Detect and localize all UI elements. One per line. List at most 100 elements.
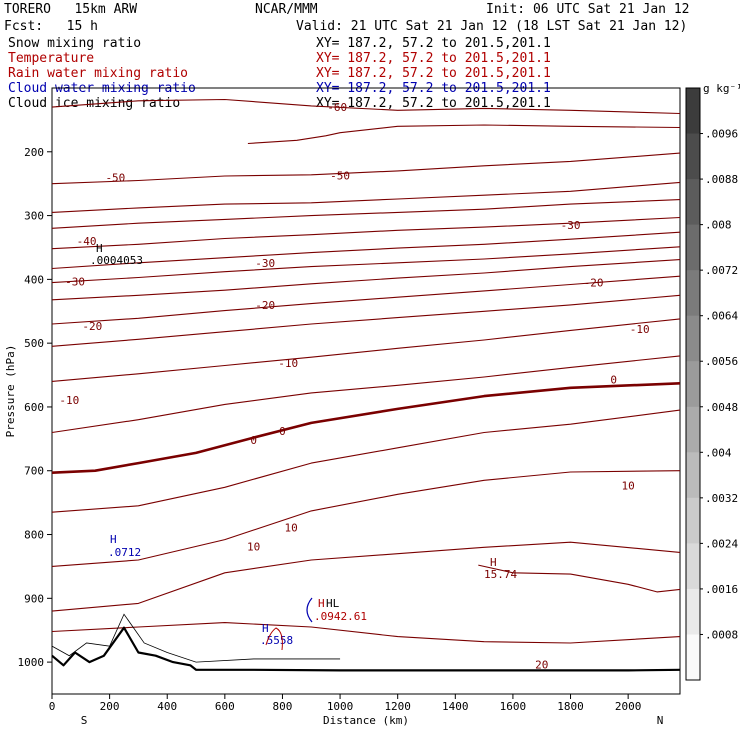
colorbar-label: .0048 — [705, 401, 738, 414]
contour-label: -50 — [330, 169, 350, 182]
colorbar-swatch — [686, 634, 700, 681]
y-tick-label: 1000 — [18, 656, 45, 669]
field-name: Snow mixing ratio — [8, 36, 142, 51]
temperature-contour — [51, 382, 681, 474]
temperature-contour — [51, 318, 681, 382]
temperature-contour — [51, 98, 681, 115]
temperature-contour — [478, 564, 681, 593]
temperature-contour — [51, 622, 681, 644]
contour-label: -50 — [105, 171, 125, 184]
contour-label: -20 — [82, 320, 102, 333]
colorbar-swatch — [686, 270, 700, 317]
x-tick-label: 200 — [100, 700, 120, 713]
temperature-contour — [51, 216, 681, 250]
temperature-contour — [51, 541, 681, 612]
y-tick-label: 600 — [24, 401, 44, 414]
x-tick-label: 400 — [157, 700, 177, 713]
colorbar-label: .0088 — [705, 173, 738, 186]
colorbar-units: g kg⁻¹ — [703, 82, 740, 95]
colorbar-label: .0064 — [705, 310, 738, 323]
y-tick-label: 900 — [24, 592, 44, 605]
forecast-hour: Fcst: 15 h — [4, 19, 98, 34]
north-label: N — [657, 714, 664, 727]
center-name: NCAR/MMM — [255, 2, 318, 17]
x-tick-label: 800 — [273, 700, 293, 713]
colorbar-label: .0032 — [705, 492, 738, 505]
contour-label: -10 — [630, 323, 650, 336]
temp-max-symbol: H — [490, 556, 497, 569]
x-tick-label: 0 — [49, 700, 56, 713]
contour-label: -20 — [584, 277, 604, 290]
colorbar-label: .0072 — [705, 264, 738, 277]
temp-max-value: 15.74 — [484, 568, 517, 581]
y-tick-label: 300 — [24, 210, 44, 223]
colorbar-swatch — [686, 588, 700, 635]
colorbar-swatch — [686, 361, 700, 408]
x-axis-label: Distance (km) — [323, 714, 409, 727]
colorbar-label: .0096 — [705, 128, 738, 141]
x-tick-label: 600 — [215, 700, 235, 713]
field-name: Rain water mixing ratio — [8, 66, 189, 81]
model-name: TORERO 15km ARW — [4, 2, 138, 17]
contour-label: 10 — [284, 522, 297, 535]
temperature-contour — [51, 259, 681, 301]
temperature-contour — [51, 152, 681, 185]
colorbar-swatch — [686, 224, 700, 271]
snow-max-value: .0004053 — [90, 254, 143, 267]
colorbar-label: .0056 — [705, 355, 738, 368]
y-tick-label: 400 — [24, 273, 44, 286]
cloud-water-max-symbol: H — [110, 533, 117, 546]
colorbar-frame — [685, 87, 701, 681]
contour-label: -30 — [561, 219, 581, 232]
colorbar-swatch — [686, 406, 700, 453]
field-xy-range: XY= 187.2, 57.2 to 201.5,201.1 — [316, 66, 551, 81]
contour-label: 0 — [279, 425, 286, 438]
init-time: Init: 06 UTC Sat 21 Jan 12 — [486, 2, 690, 17]
contour-label: 0 — [250, 434, 257, 447]
field-xy-range: XY= 187.2, 57.2 to 201.5,201.1 — [316, 51, 551, 66]
temperature-contour — [51, 409, 681, 513]
x-tick-label: 1600 — [500, 700, 527, 713]
x-tick-label: 2000 — [615, 700, 642, 713]
cluster-values: .0942.61 — [314, 610, 367, 623]
valid-time: Valid: 21 UTC Sat 21 Jan 12 (18 LST Sat … — [296, 19, 688, 34]
plot-frame — [51, 87, 681, 695]
cloud-water-contour — [306, 597, 313, 623]
field-xy-range: XY= 187.2, 57.2 to 201.5,201.1 — [316, 96, 551, 111]
terrain-line — [51, 626, 681, 672]
y-tick-label: 700 — [24, 465, 44, 478]
colorbar-swatch — [686, 452, 700, 499]
colorbar-label: .0016 — [705, 583, 738, 596]
colorbar-label: .004 — [705, 446, 732, 459]
temperature-contour — [51, 199, 681, 229]
field-name: Temperature — [8, 51, 95, 66]
contour-label: 0 — [610, 374, 617, 387]
temperature-contour — [51, 246, 681, 284]
y-tick-label: 800 — [24, 529, 44, 542]
cloud-water-max2-symbol: H — [262, 622, 269, 635]
contour-label: -60 — [327, 101, 347, 114]
contour-label: 10 — [247, 541, 260, 554]
x-tick-label: 1200 — [384, 700, 411, 713]
colorbar-label: .0008 — [705, 628, 738, 641]
contour-label: -10 — [278, 357, 298, 370]
y-tick-label: 500 — [24, 337, 44, 350]
x-tick-label: 1400 — [442, 700, 469, 713]
x-tick-label: 1000 — [327, 700, 354, 713]
cluster-h-symbol: H — [318, 597, 325, 610]
cloud-water-max-value: .0712 — [108, 546, 141, 559]
colorbar-swatch — [686, 315, 700, 362]
south-label: S — [81, 714, 88, 727]
temperature-contour — [51, 470, 681, 567]
temperature-contour — [51, 231, 681, 270]
temperature-contour — [51, 294, 681, 347]
colorbar-label: .0024 — [705, 537, 738, 550]
rain-contour — [265, 627, 283, 651]
temperature-contour — [247, 124, 681, 145]
contour-label: -10 — [59, 394, 79, 407]
colorbar-swatch — [686, 133, 700, 180]
cloud-water-max2-value: .5558 — [260, 634, 293, 647]
contour-label: -30 — [65, 275, 85, 288]
y-tick-label: 200 — [24, 146, 44, 159]
